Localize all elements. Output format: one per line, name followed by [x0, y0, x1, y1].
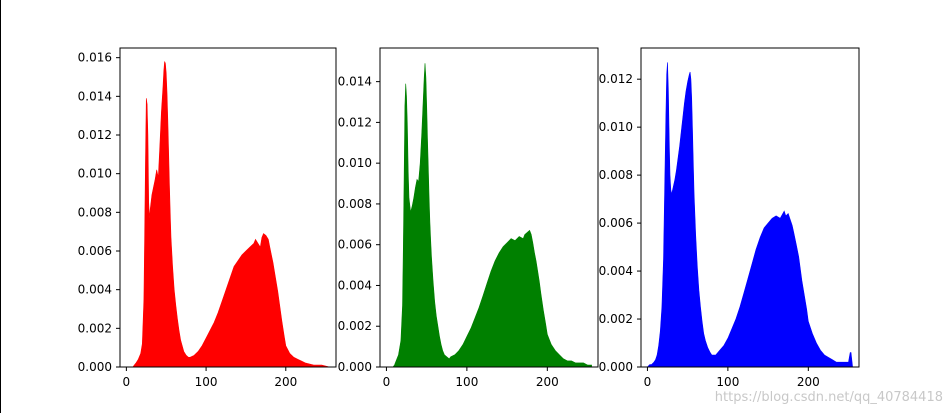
- y-tick-label: 0.014: [78, 89, 112, 103]
- y-tick-label: 0.012: [599, 72, 633, 86]
- y-tick-label: 0.002: [599, 312, 633, 326]
- x-tick-label: 100: [195, 375, 218, 389]
- y-tick-label: 0.006: [78, 244, 112, 258]
- y-tick-label: 0.006: [599, 216, 633, 230]
- histogram-area-0: [126, 61, 330, 368]
- y-tick-label: 0.000: [338, 360, 372, 374]
- x-tick-label: 100: [716, 375, 739, 389]
- y-tick-label: 0.008: [599, 168, 633, 182]
- y-tick-label: 0.012: [78, 128, 112, 142]
- x-tick-label: 0: [644, 375, 652, 389]
- axes-frame-2: [640, 47, 860, 368]
- x-tick-label: 100: [455, 375, 478, 389]
- y-tick-label: 0.006: [338, 238, 372, 252]
- y-tick-label: 0.008: [338, 197, 372, 211]
- histogram-area-2: [646, 62, 853, 368]
- watermark-text: https://blog.csdn.net/qq_40784418: [714, 390, 943, 405]
- histogram-area-1: [386, 63, 592, 368]
- y-tick-label: 0.002: [78, 321, 112, 335]
- y-tick-label: 0.012: [338, 115, 372, 129]
- x-tick-label: 200: [797, 375, 820, 389]
- y-tick-label: 0.010: [338, 156, 372, 170]
- y-tick-label: 0.016: [78, 51, 112, 65]
- y-tick-label: 0.010: [78, 167, 112, 181]
- green-histogram-panel: 0 100 200 0.000 0.002 0.004 0.006 0.008 0.010 0.0…: [338, 47, 599, 389]
- blue-histogram-panel: 0 100 200 0.000 0.002 0.004 0.006 0.008 0.010 0.0…: [599, 47, 860, 389]
- y-tick-label: 0.004: [78, 283, 112, 297]
- y-tick-label: 0.002: [338, 319, 372, 333]
- x-tick-label: 0: [383, 375, 391, 389]
- red-histogram-panel: 0 100 200 0.000 0.002 0.004 0.006 0.008 0.010 0.0…: [78, 47, 337, 389]
- y-tick-label: 0.004: [338, 278, 372, 292]
- y-tick-label: 0.010: [599, 120, 633, 134]
- axes-frame-0: [119, 47, 337, 368]
- x-tick-label: 0: [123, 375, 131, 389]
- y-tick-label: 0.000: [78, 360, 112, 374]
- window-left-edge: [0, 0, 1, 413]
- y-tick-label: 0.000: [599, 360, 633, 374]
- axes-frame-1: [379, 47, 599, 368]
- y-tick-label: 0.008: [78, 205, 112, 219]
- x-tick-label: 200: [536, 375, 559, 389]
- x-tick-label: 200: [274, 375, 297, 389]
- y-tick-label: 0.014: [338, 75, 372, 89]
- y-tick-label: 0.004: [599, 264, 633, 278]
